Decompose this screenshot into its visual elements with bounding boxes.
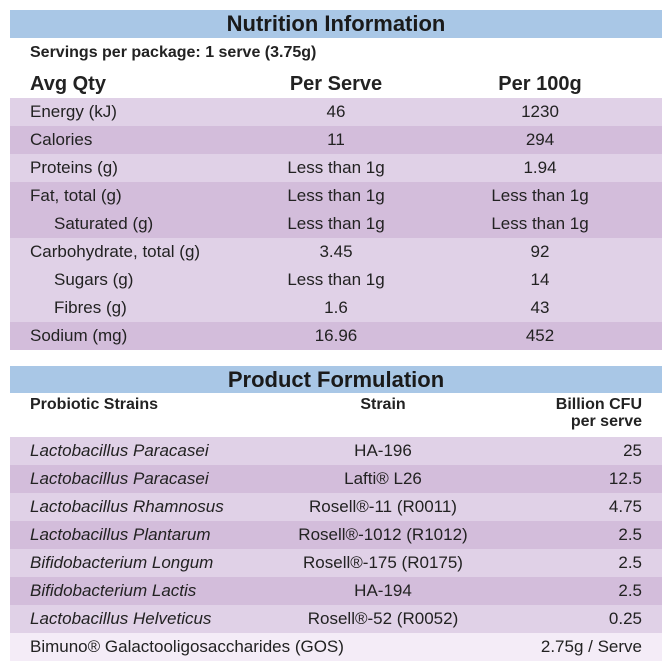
table-cell: HA-196 bbox=[354, 441, 412, 460]
table-row: Carbohydrate, total (g) 3.45 92 bbox=[10, 238, 662, 266]
table-cell: Carbohydrate, total (g) bbox=[30, 242, 201, 261]
table-cell: 46 bbox=[326, 102, 346, 121]
table-row: Fibres (g) 1.6 43 bbox=[10, 294, 662, 322]
table-cell: Rosell®-11 (R0011) bbox=[309, 497, 457, 516]
table-cell: Sodium (mg) bbox=[30, 326, 128, 345]
table-cell: 0.25 bbox=[608, 609, 642, 628]
table-cell: 92 bbox=[530, 242, 550, 261]
table-cell: Lactobacillus Paracasei bbox=[30, 469, 209, 488]
column-header: Per 100g bbox=[498, 73, 582, 95]
table-row: Sodium (mg) 16.96 452 bbox=[10, 322, 662, 350]
table-cell: Less than 1g bbox=[287, 158, 385, 177]
table-cell: Rosell®-175 (R0175) bbox=[303, 553, 463, 572]
table-cell: 294 bbox=[525, 130, 555, 149]
table-cell: 12.5 bbox=[608, 469, 642, 488]
table-row: Proteins (g) Less than 1g 1.94 bbox=[10, 154, 662, 182]
table-row: Energy (kJ) 46 1230 bbox=[10, 98, 662, 126]
section-title: Product Formulation bbox=[10, 366, 662, 393]
table-row: Bifidobacterium Longum Rosell®-175 (R0175… bbox=[10, 549, 662, 577]
table-row: Bifidobacterium Lactis HA-194 2.5 bbox=[10, 577, 662, 605]
column-header: Strain bbox=[360, 396, 406, 413]
table-cell: Rosell®-1012 (R1012) bbox=[298, 525, 468, 544]
table-cell: Less than 1g bbox=[287, 270, 385, 289]
table-cell: Fat, total (g) bbox=[30, 186, 122, 205]
table-cell: Less than 1g bbox=[491, 214, 589, 233]
table-cell: Less than 1g bbox=[287, 214, 385, 233]
table-cell: 43 bbox=[530, 298, 550, 317]
table-cell: 14 bbox=[530, 270, 550, 289]
table-cell: 2.5 bbox=[618, 581, 642, 600]
section-title: Nutrition Information bbox=[10, 10, 662, 38]
table-cell: 1.94 bbox=[523, 158, 557, 177]
table-cell: Lactobacillus Helveticus bbox=[30, 609, 212, 628]
table-cell: 1.6 bbox=[324, 298, 348, 317]
table-cell: Fibres (g) bbox=[54, 298, 127, 317]
header-row: Avg Qty Per Serve Per 100g bbox=[10, 70, 662, 98]
table-cell: 16.96 bbox=[314, 326, 358, 345]
table-row: Lactobacillus Helveticus Rosell®-52 (R005… bbox=[10, 605, 662, 633]
table-row: Fat, total (g) Less than 1g Less than 1g bbox=[10, 182, 662, 210]
table-cell: 2.5 bbox=[618, 553, 642, 572]
column-header: Billion CFU per serve bbox=[555, 396, 642, 430]
table-cell: Lactobacillus Rhamnosus bbox=[30, 497, 224, 516]
table-cell: 2.75g / Serve bbox=[540, 637, 642, 656]
table-cell: 1230 bbox=[521, 102, 559, 121]
column-header: Per Serve bbox=[289, 73, 383, 95]
table-cell: Energy (kJ) bbox=[30, 102, 117, 121]
table-row: Saturated (g) Less than 1g Less than 1g bbox=[10, 210, 662, 238]
table-cell: Less than 1g bbox=[287, 186, 385, 205]
table-cell: Calories bbox=[30, 130, 93, 149]
table-cell: Proteins (g) bbox=[30, 158, 118, 177]
table-cell: Bifidobacterium Lactis bbox=[30, 581, 197, 600]
table-cell: Less than 1g bbox=[491, 186, 589, 205]
table-row: Lactobacillus Plantarum Rosell®-1012 (R10… bbox=[10, 521, 662, 549]
table-cell: Saturated (g) bbox=[54, 214, 154, 233]
table-row: Lactobacillus Paracasei Lafti® L26 12.5 bbox=[10, 465, 662, 493]
table-cell: Sugars (g) bbox=[54, 270, 134, 289]
table-row: Lactobacillus Rhamnosus Rosell®-11 (R0011… bbox=[10, 493, 662, 521]
table-row: Lactobacillus Paracasei HA-196 25 bbox=[10, 437, 662, 465]
servings: Servings per package: 1 serve (3.75g) bbox=[30, 44, 317, 61]
table-cell: 11 bbox=[327, 130, 345, 149]
column-header: Probiotic Strains bbox=[30, 396, 159, 413]
table-cell: 3.45 bbox=[319, 242, 353, 261]
table-row: Sugars (g) Less than 1g 14 bbox=[10, 266, 662, 294]
table-row: Bimuno® Galactooligosaccharides (GOS) 2.7… bbox=[10, 633, 662, 661]
table-cell: Bimuno® Galactooligosaccharides (GOS) bbox=[30, 637, 344, 656]
table-cell: Rosell®-52 (R0052) bbox=[307, 609, 459, 628]
table-cell: 452 bbox=[525, 326, 555, 345]
table-cell: Lactobacillus Plantarum bbox=[30, 525, 211, 544]
table-cell: 25 bbox=[623, 441, 642, 460]
table-cell: Bifidobacterium Longum bbox=[30, 553, 214, 572]
column-header: Avg Qty bbox=[30, 73, 106, 95]
table-cell: Lactobacillus Paracasei bbox=[30, 441, 209, 460]
table-cell: 2.5 bbox=[618, 525, 642, 544]
table-cell: Lafti® L26 bbox=[344, 469, 422, 488]
table-cell: HA-194 bbox=[354, 581, 412, 600]
table-row: Calories 11 294 bbox=[10, 126, 662, 154]
table-cell: 4.75 bbox=[608, 497, 642, 516]
